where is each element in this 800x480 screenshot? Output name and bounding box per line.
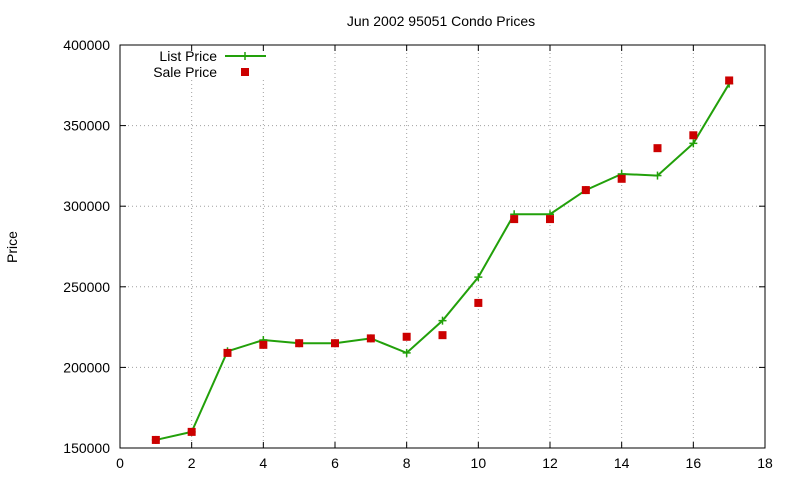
- sale-price-point: [510, 215, 519, 224]
- legend-sale-price: Sale Price: [153, 64, 249, 80]
- legend-list-price-label: List Price: [159, 48, 217, 64]
- y-tick-label: 300000: [63, 198, 110, 214]
- x-tick-label: 14: [614, 455, 630, 471]
- legend-list-price: List Price: [159, 48, 266, 64]
- x-tick-label: 16: [686, 455, 702, 471]
- x-tick-label: 6: [331, 455, 339, 471]
- sale-price-point: [259, 340, 268, 349]
- x-tick-label: 2: [188, 455, 196, 471]
- legend-sale-price-label: Sale Price: [153, 64, 217, 80]
- list-price-point: [689, 139, 698, 148]
- sale-price-point: [546, 215, 554, 224]
- legend-list-price-marker: [241, 52, 249, 60]
- y-axis-label: Price: [4, 231, 20, 263]
- sale-price-point: [617, 174, 626, 183]
- list-price-point: [474, 273, 483, 282]
- series-sale-price: [151, 76, 734, 444]
- y-tick-label: 250000: [63, 279, 110, 295]
- x-tick-label: 4: [259, 455, 267, 471]
- y-tick-label: 200000: [63, 359, 110, 375]
- sale-price-point: [581, 186, 590, 195]
- list-price-point: [438, 316, 447, 325]
- sale-price-point: [474, 298, 483, 307]
- y-tick-label: 350000: [63, 118, 110, 134]
- sale-price-point: [151, 435, 160, 444]
- sale-price-point: [187, 427, 196, 436]
- series: [151, 76, 734, 444]
- x-tick-label: 8: [403, 455, 411, 471]
- y-tick-label: 150000: [63, 440, 110, 456]
- axes: 0 2 4 6 8 10 12 14 16 18 150000 200000 250000 300000 3…: [63, 37, 773, 471]
- sale-price-point: [331, 339, 339, 348]
- x-tick-label: 10: [471, 455, 487, 471]
- sale-price-point: [295, 339, 304, 348]
- x-tick-label: 0: [116, 455, 124, 471]
- sale-price-point: [725, 76, 734, 85]
- sale-price-point: [366, 334, 375, 343]
- legend-sale-price-marker: [241, 68, 249, 76]
- x-tick-label: 12: [542, 455, 558, 471]
- list-price-point: [402, 348, 411, 357]
- sale-price-point: [689, 131, 698, 140]
- sale-price-point: [402, 332, 411, 341]
- chart-title: Jun 2002 95051 Condo Prices: [347, 13, 535, 29]
- y-tick-label: 400000: [63, 37, 110, 53]
- sale-price-point: [223, 348, 232, 357]
- list-price-point: [653, 171, 662, 180]
- sale-price-point: [438, 331, 447, 340]
- x-tick-label: 18: [757, 455, 773, 471]
- sale-price-point: [653, 144, 662, 153]
- plot-frame: [119, 44, 766, 449]
- grid: [120, 45, 765, 448]
